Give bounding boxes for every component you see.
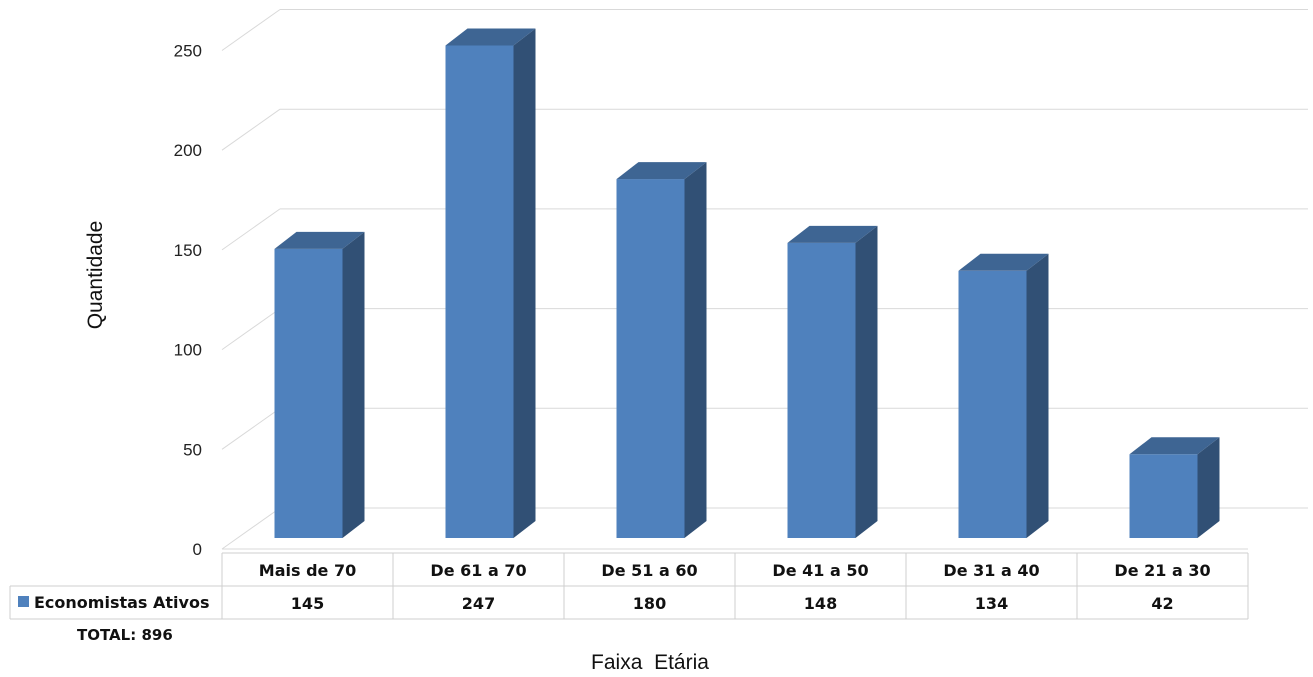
data-table: Mais de 70 145 De 61 a 70 247 De 51 a 60 180 D… [9, 552, 1249, 620]
x-axis-title: Faixa Etária [591, 651, 709, 674]
data-label: 148 [804, 594, 837, 613]
bar-top [787, 225, 878, 243]
x-tick-label: De 51 a 60 [601, 561, 697, 580]
data-label: 247 [462, 594, 495, 613]
bar-top [616, 162, 707, 180]
data-label: 134 [975, 594, 1008, 613]
bar-side [1197, 437, 1220, 538]
x-tick-label: De 41 a 50 [772, 561, 868, 580]
bar-front [958, 270, 1027, 538]
y-axis-ticks: 0 50 100 150 200 250 [174, 42, 202, 560]
gridline-side [221, 308, 281, 351]
bar-side [684, 162, 707, 538]
bar [787, 225, 878, 538]
bar-top [1129, 437, 1220, 455]
x-tick-label: De 21 a 30 [1114, 561, 1210, 580]
gridline-side [221, 507, 281, 550]
x-tick-label: De 31 a 40 [943, 561, 1039, 580]
y-tick-label: 150 [174, 241, 202, 260]
bar-side [513, 28, 536, 539]
bar-front [274, 248, 343, 538]
bar-top [445, 28, 536, 46]
bars [274, 28, 1220, 539]
gridline-side [221, 108, 281, 151]
data-label: 42 [1151, 594, 1173, 613]
bar [274, 231, 365, 538]
bar-front [445, 45, 514, 539]
bar-front [787, 242, 856, 538]
y-tick-label: 100 [174, 341, 202, 360]
gridline-side [221, 208, 281, 251]
y-tick-label: 50 [183, 440, 202, 459]
bar [958, 253, 1049, 538]
legend-swatch [18, 596, 29, 607]
total-value: 896 [141, 626, 173, 644]
total-label: TOTAL: [77, 626, 137, 644]
bar-side [1026, 253, 1049, 538]
gridline-side [221, 407, 281, 450]
bar-side [342, 231, 365, 538]
gridline-side [221, 9, 281, 51]
data-label: 145 [291, 594, 324, 613]
x-tick-label: Mais de 70 [259, 561, 356, 580]
bar [616, 162, 707, 538]
bar-front [616, 179, 685, 538]
y-tick-label: 0 [193, 540, 202, 559]
y-tick-label: 200 [174, 141, 202, 160]
legend-label: Economistas Ativos [34, 593, 209, 612]
bar-side [855, 225, 878, 538]
bar-top [958, 253, 1049, 271]
total-summary: TOTAL: 896 [77, 626, 173, 644]
bar [1129, 437, 1220, 538]
bar [445, 28, 536, 539]
bar-front [1129, 454, 1198, 538]
bar-top [274, 231, 365, 249]
y-axis-title: Quantidade [84, 221, 107, 330]
x-tick-label: De 61 a 70 [430, 561, 526, 580]
data-label: 180 [633, 594, 666, 613]
y-tick-label: 250 [174, 42, 202, 61]
